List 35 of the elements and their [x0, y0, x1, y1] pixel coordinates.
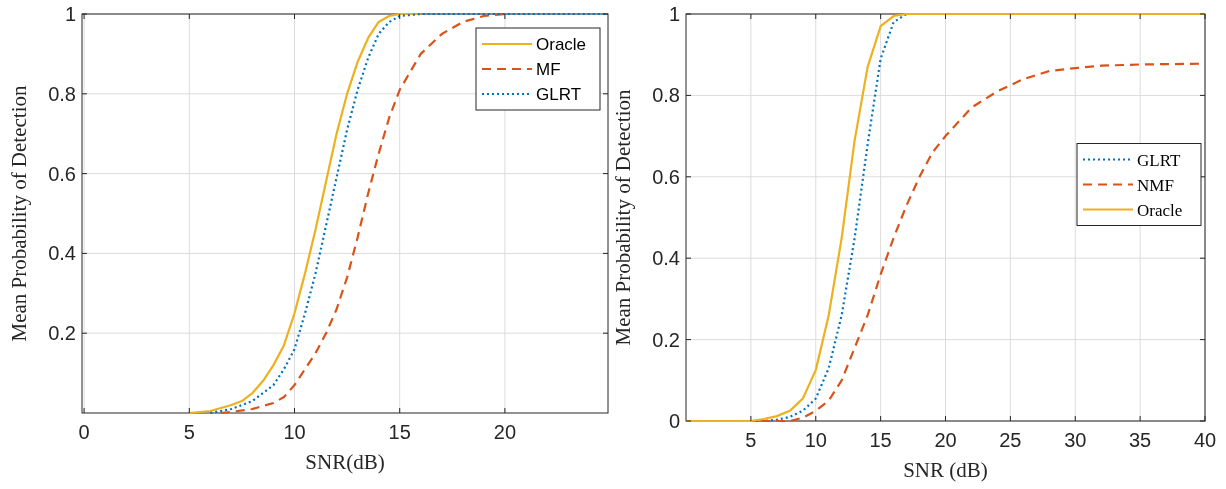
legend-label: Oracle	[1137, 200, 1183, 220]
y-tick-label: 1	[668, 3, 680, 25]
x-axis-title: SNR (dB)	[903, 458, 988, 482]
x-tick-label: 20	[493, 421, 517, 443]
x-tick-label: 40	[1193, 429, 1217, 451]
y-tick-label: 1	[64, 3, 76, 25]
y-tick-label: 0.2	[652, 328, 680, 351]
line-series	[219, 12, 506, 415]
x-tick-label: 10	[283, 421, 306, 443]
legend-label: GLRT	[536, 85, 582, 104]
x-tick-label: 35	[1129, 429, 1152, 451]
y-tick-label: 0.4	[652, 247, 680, 270]
y-axis-title: Mean Probability of Detection	[611, 89, 635, 346]
x-tick-label: 15	[388, 421, 411, 443]
y-tick-label: 0.8	[652, 84, 680, 107]
y-tick-label: 0.2	[48, 322, 76, 345]
x-axis-title: SNR(dB)	[305, 450, 385, 474]
line-series	[188, 12, 422, 415]
x-tick-label: 5	[183, 421, 195, 443]
x-tick-label: 20	[934, 429, 957, 451]
y-tick-label: 0.4	[48, 242, 76, 265]
y-tick-label: 0.6	[652, 165, 680, 188]
y-tick-label: 0.8	[48, 82, 76, 105]
legend-label: MF	[536, 60, 561, 79]
x-tick-label: 10	[804, 429, 827, 451]
x-tick-label: 25	[999, 429, 1022, 451]
legend-label: GLRT	[1137, 150, 1181, 170]
x-tick-label: 15	[869, 429, 892, 451]
legend-label: Oracle	[536, 35, 587, 54]
y-tick-label: 0.6	[48, 162, 76, 185]
x-tick-label: 0	[78, 421, 90, 443]
x-tick-label: 30	[1064, 429, 1087, 451]
y-axis-title: Mean Probability of Detection	[7, 85, 31, 342]
x-tick-label: 5	[745, 429, 757, 451]
legend-label: NMF	[1137, 175, 1174, 195]
